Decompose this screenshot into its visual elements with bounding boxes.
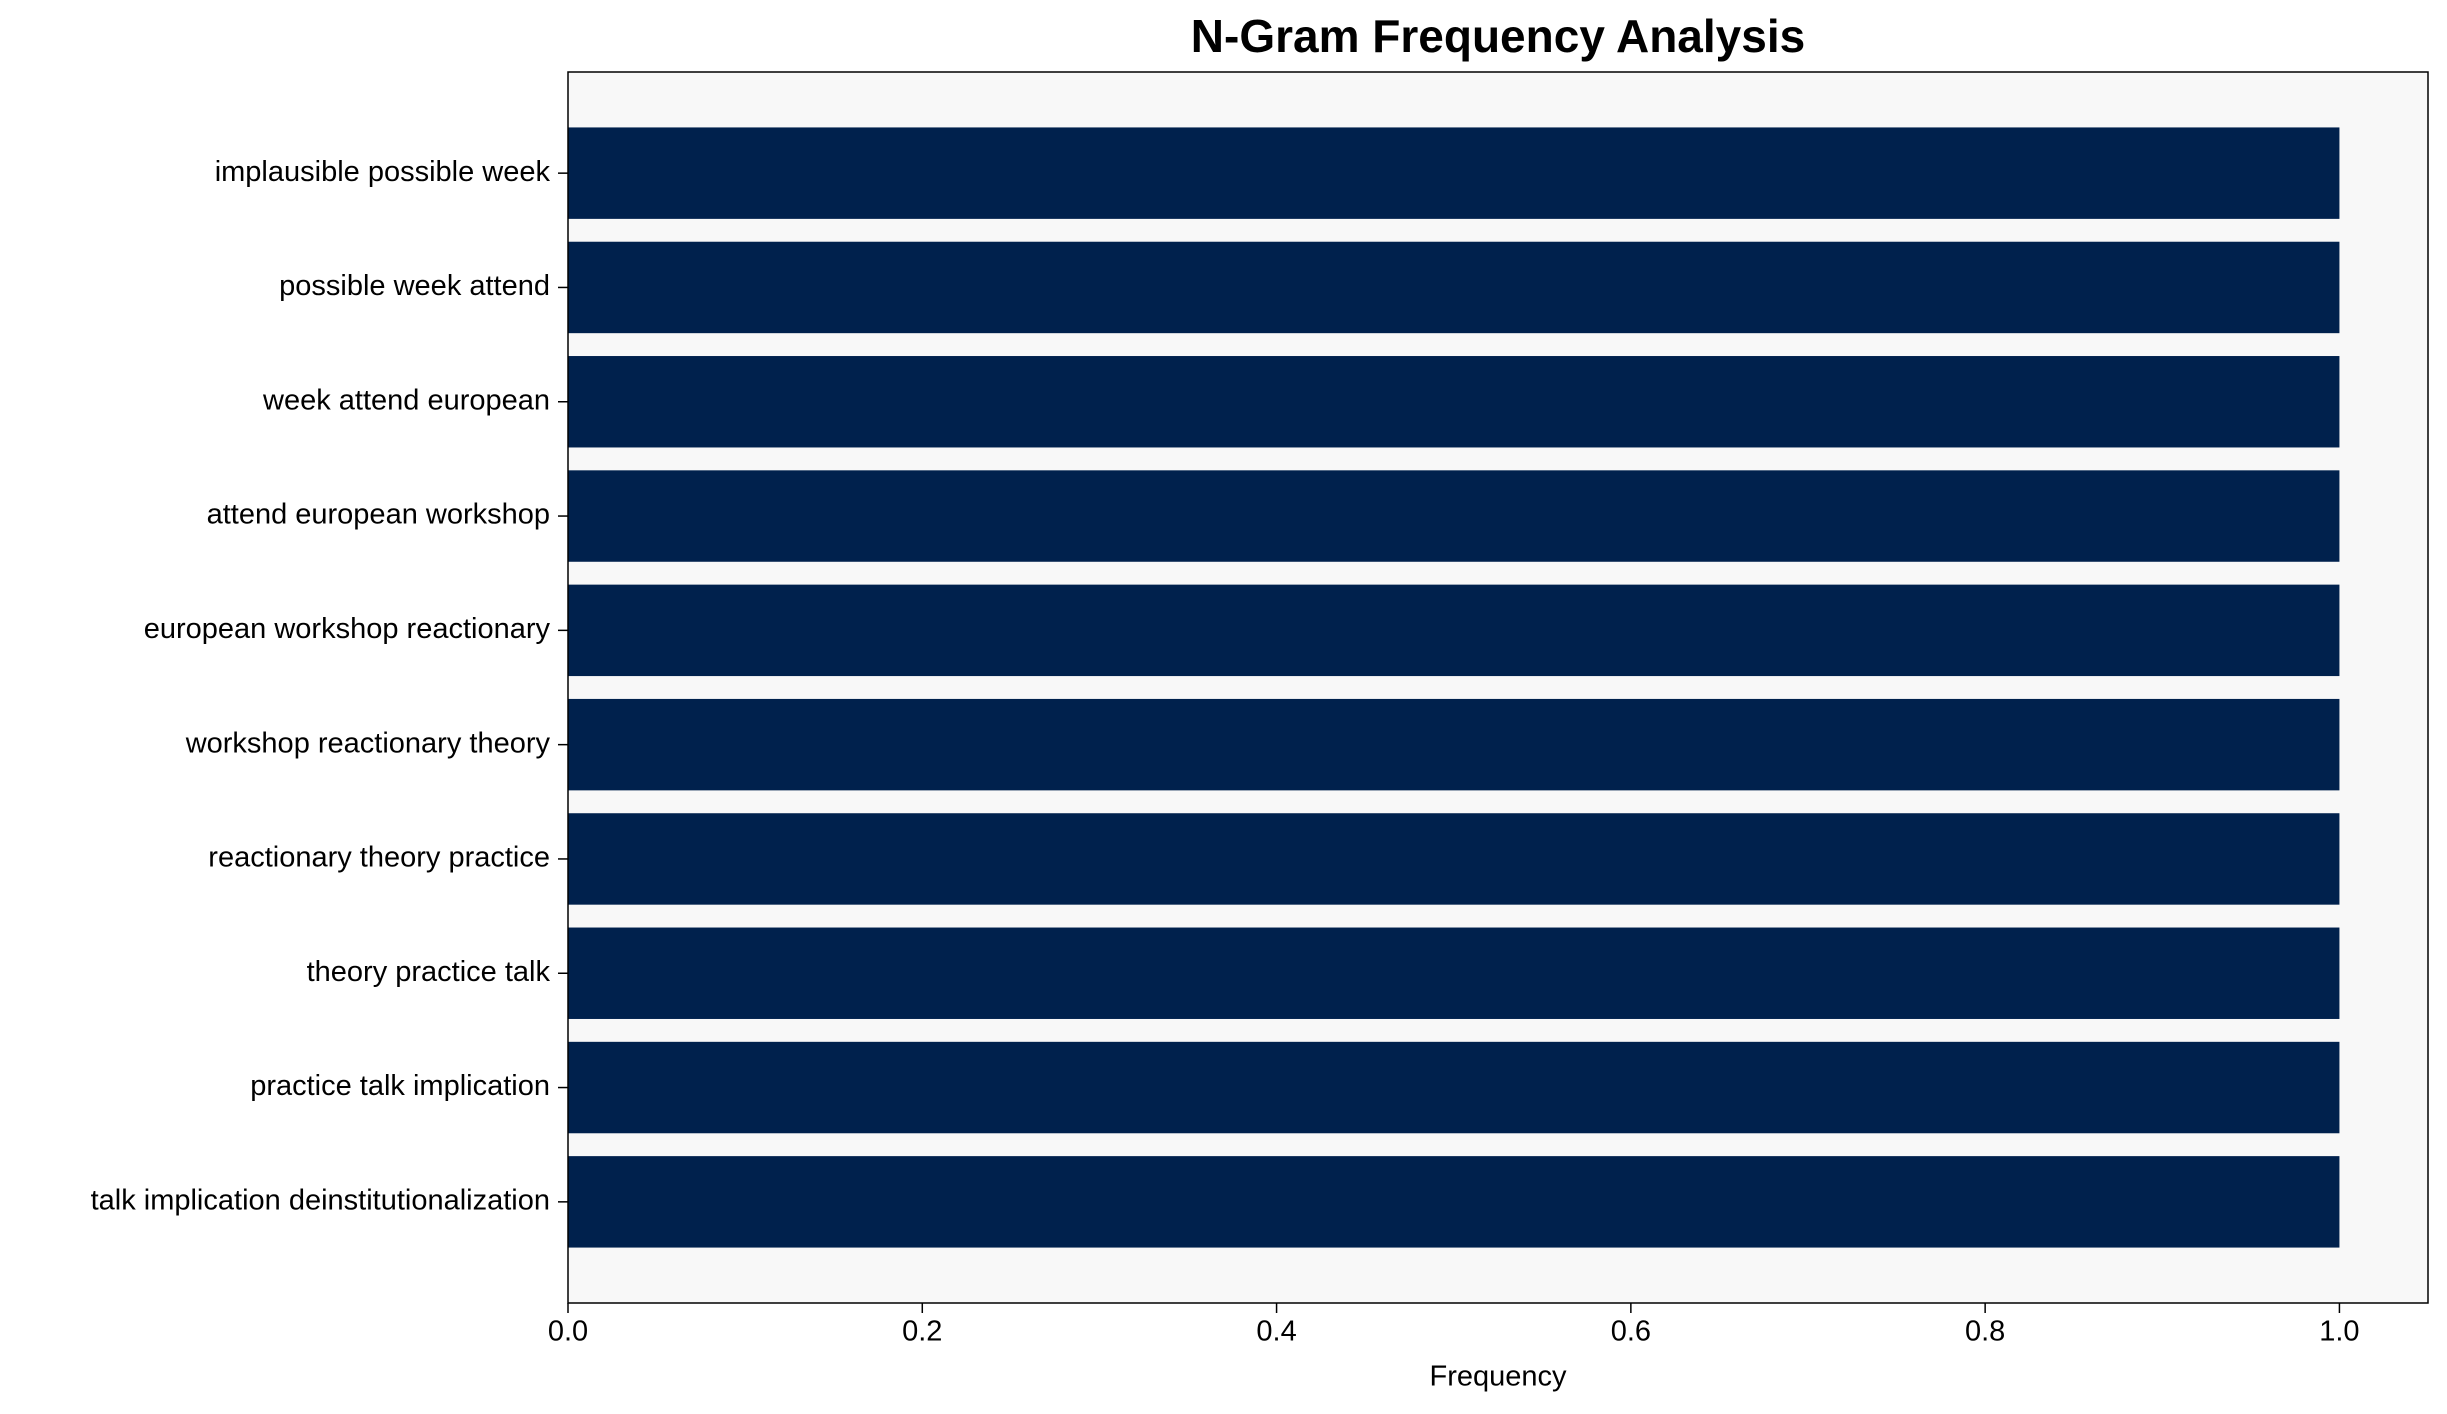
y-tick-label: attend european workshop xyxy=(207,499,550,531)
y-tick-label: week attend european xyxy=(262,384,550,416)
x-tick-label: 0.4 xyxy=(1256,1316,1296,1348)
bar xyxy=(568,127,2340,219)
y-tick-label: implausible possible week xyxy=(215,156,551,188)
y-tick-label: workshop reactionary theory xyxy=(185,727,551,759)
x-axis-label: Frequency xyxy=(1429,1361,1567,1393)
bar xyxy=(568,1156,2340,1248)
y-tick-label: practice talk implication xyxy=(250,1070,550,1102)
bar xyxy=(568,241,2340,334)
x-tick-label: 0.8 xyxy=(1965,1316,2005,1348)
plot-frame xyxy=(567,71,2429,1304)
bar xyxy=(568,356,2340,448)
chart-title: N-Gram Frequency Analysis xyxy=(1191,10,1805,62)
bar xyxy=(568,698,2340,791)
x-tick-label: 1.0 xyxy=(2319,1316,2359,1348)
x-tick-label: 0.2 xyxy=(902,1316,942,1348)
y-tick-label: european workshop reactionary xyxy=(144,613,551,645)
bar xyxy=(568,813,2340,905)
y-tick-label: theory practice talk xyxy=(307,956,551,988)
bar xyxy=(568,470,2340,562)
y-tick-label: possible week attend xyxy=(279,270,550,302)
bar xyxy=(568,927,2340,1019)
bar xyxy=(568,1041,2340,1134)
x-tick-label: 0.6 xyxy=(1611,1316,1651,1348)
bar xyxy=(568,584,2340,677)
y-tick-label: talk implication deinstitutionalization xyxy=(91,1185,550,1217)
y-tick-label: reactionary theory practice xyxy=(208,842,550,874)
x-tick-label: 0.0 xyxy=(548,1316,588,1348)
